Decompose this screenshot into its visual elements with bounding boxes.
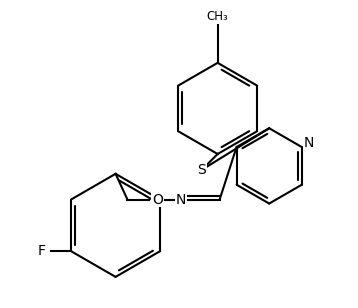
Text: S: S [197, 163, 206, 177]
Text: F: F [37, 244, 45, 258]
Text: N: N [304, 136, 314, 150]
Text: CH₃: CH₃ [207, 10, 228, 23]
Text: N: N [176, 192, 186, 207]
Text: O: O [152, 192, 163, 207]
